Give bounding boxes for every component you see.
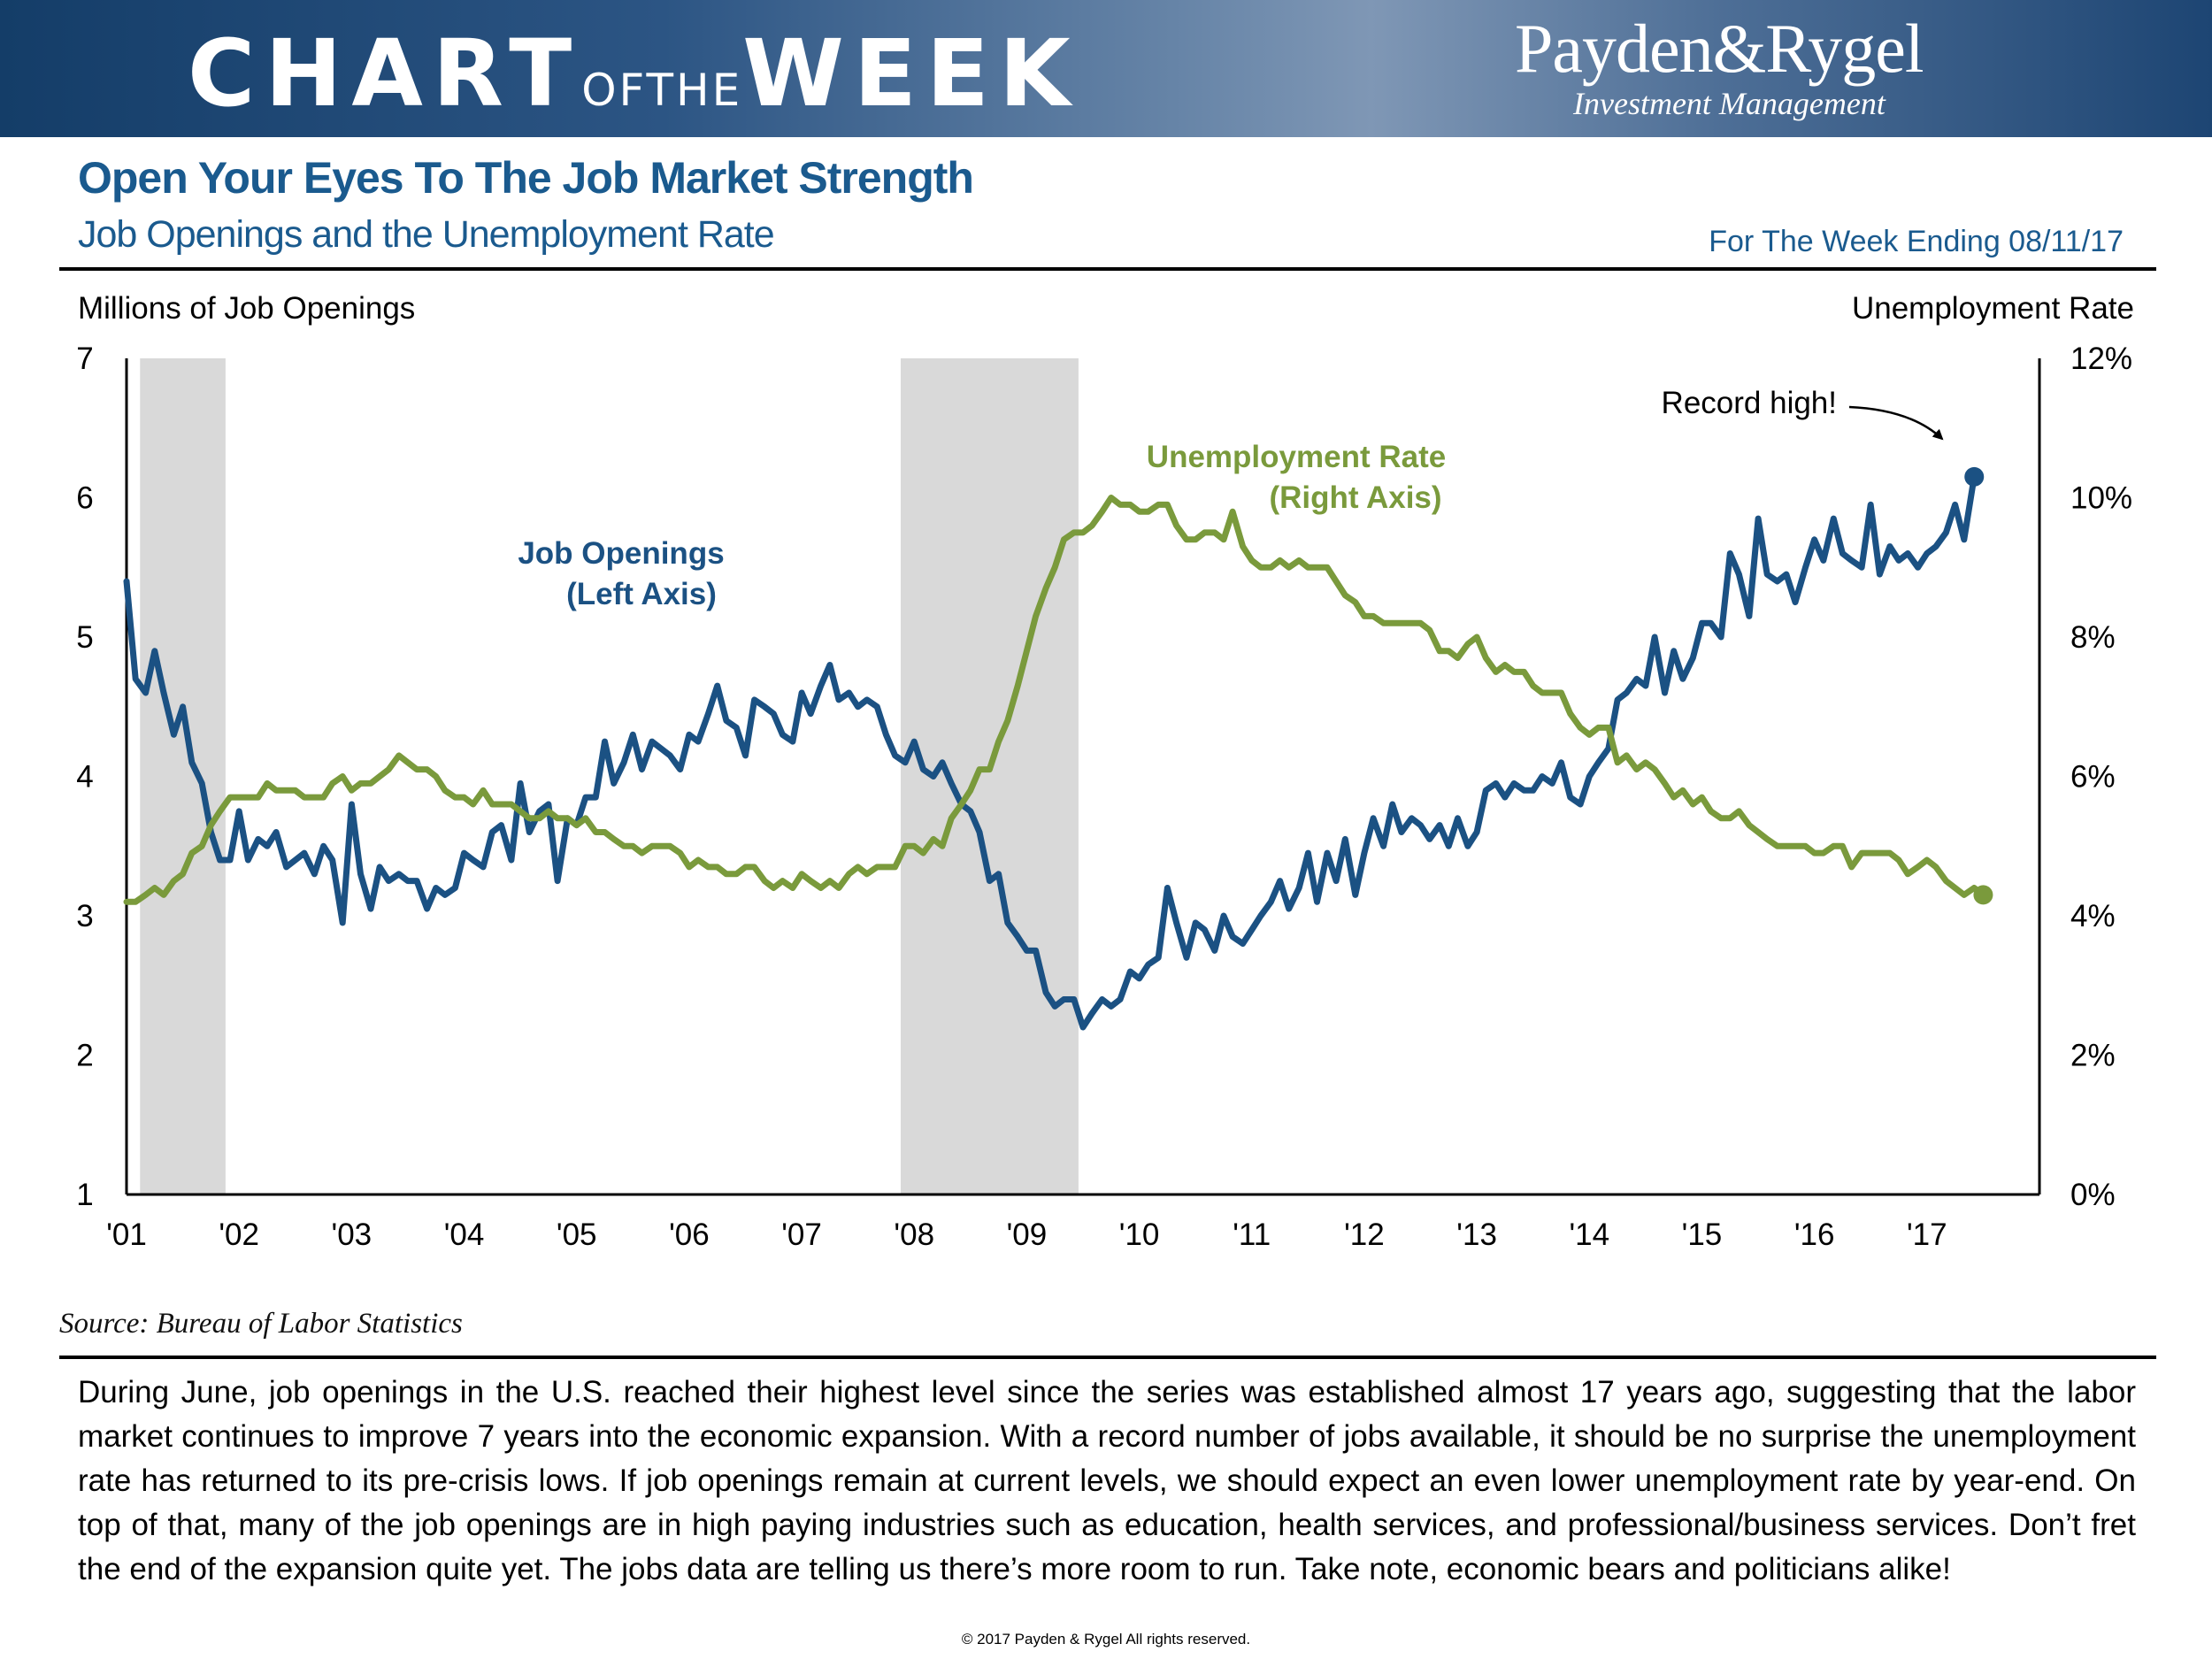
left-tick-label: 3 — [76, 899, 93, 933]
x-tick-label: '14 — [1569, 1217, 1609, 1252]
job-openings-endpoint — [1964, 466, 1985, 487]
right-tick-label: 0% — [2070, 1178, 2116, 1212]
x-tick-label: '09 — [1007, 1217, 1048, 1252]
right-tick-label: 10% — [2070, 481, 2132, 516]
x-tick-label: '03 — [332, 1217, 373, 1252]
job-openings-line — [123, 473, 1978, 1031]
job-openings-label-line1: Job Openings — [518, 536, 724, 571]
commentary-text: During June, job openings in the U.S. re… — [78, 1375, 2136, 1586]
series-lines — [123, 466, 1993, 1031]
copyright-notice: © 2017 Payden & Rygel All rights reserve… — [961, 1631, 1251, 1647]
left-tick-label: 7 — [76, 342, 93, 376]
right-tick-label: 4% — [2070, 899, 2116, 933]
left-axis-title: Millions of Job Openings — [78, 291, 415, 326]
bottom-divider — [59, 1356, 2156, 1359]
x-tick-label: '10 — [1119, 1217, 1160, 1252]
recession-band-1 — [140, 358, 226, 1194]
axis-ticks: 7 6 5 4 3 2 1 12% 10% 8% 6% 4% 2% 0% '01 '02 '03 '04 '05 '0… — [76, 342, 2132, 1252]
right-tick-label: 12% — [2070, 342, 2132, 376]
x-tick-label: '07 — [781, 1217, 822, 1252]
brand-name: Payden&Rygel — [1515, 10, 1924, 87]
right-tick-label: 6% — [2070, 760, 2116, 795]
banner-week-word: WEEK — [742, 19, 1080, 127]
x-tick-label: '01 — [106, 1217, 147, 1252]
left-tick-label: 5 — [76, 620, 93, 655]
banner: CHARTOFTHEWEEK Payden&Rygel Investment M… — [0, 0, 2212, 137]
x-tick-label: '16 — [1794, 1217, 1835, 1252]
unemployment-label-line2: (Right Axis) — [1269, 480, 1441, 515]
x-tick-label: '12 — [1344, 1217, 1385, 1252]
left-tick-label: 6 — [76, 481, 93, 516]
recession-band-2 — [900, 358, 1079, 1194]
left-tick-label: 4 — [76, 760, 93, 795]
left-tick-label: 2 — [76, 1039, 93, 1073]
record-high-label: Record high! — [1662, 386, 1837, 420]
x-tick-label: '05 — [557, 1217, 597, 1252]
banner-of-the-word: OFTHE — [581, 65, 743, 116]
x-tick-label: '11 — [1233, 1217, 1271, 1252]
banner-chart-word: CHART — [188, 19, 582, 127]
page-title: Open Your Eyes To The Job Market Strengt… — [78, 153, 974, 203]
x-tick-label: '13 — [1456, 1217, 1497, 1252]
job-openings-label-line2: (Left Axis) — [566, 577, 717, 611]
right-axis-title: Unemployment Rate — [1852, 291, 2134, 326]
record-high-arrow — [1848, 405, 1944, 441]
page-subtitle: Job Openings and the Unemployment Rate — [78, 213, 775, 256]
top-divider — [59, 267, 2156, 271]
right-tick-label: 8% — [2070, 620, 2116, 655]
unemployment-label-line1: Unemployment Rate — [1147, 440, 1446, 474]
x-tick-label: '04 — [444, 1217, 485, 1252]
week-ending: For The Week Ending 08/11/17 — [1709, 225, 2124, 258]
x-tick-label: '02 — [219, 1217, 259, 1252]
unemployment-rate-endpoint — [1973, 885, 1993, 905]
unemployment-rate-line — [123, 495, 1986, 905]
chart: 7 6 5 4 3 2 1 12% 10% 8% 6% 4% 2% 0% '01 '02 '03 '04 '05 '0… — [76, 291, 2134, 1252]
brand-tagline: Investment Management — [1573, 86, 1886, 121]
recession-bands — [140, 358, 1079, 1194]
chart-of-the-week-logo: CHARTOFTHEWEEK — [188, 19, 1080, 127]
x-tick-label: '06 — [669, 1217, 710, 1252]
x-tick-label: '17 — [1907, 1217, 1947, 1252]
left-tick-label: 1 — [76, 1178, 93, 1212]
right-tick-label: 2% — [2070, 1039, 2116, 1073]
x-tick-label: '15 — [1682, 1217, 1723, 1252]
source-note: Source: Bureau of Labor Statistics — [59, 1308, 463, 1340]
x-tick-label: '08 — [894, 1217, 934, 1252]
